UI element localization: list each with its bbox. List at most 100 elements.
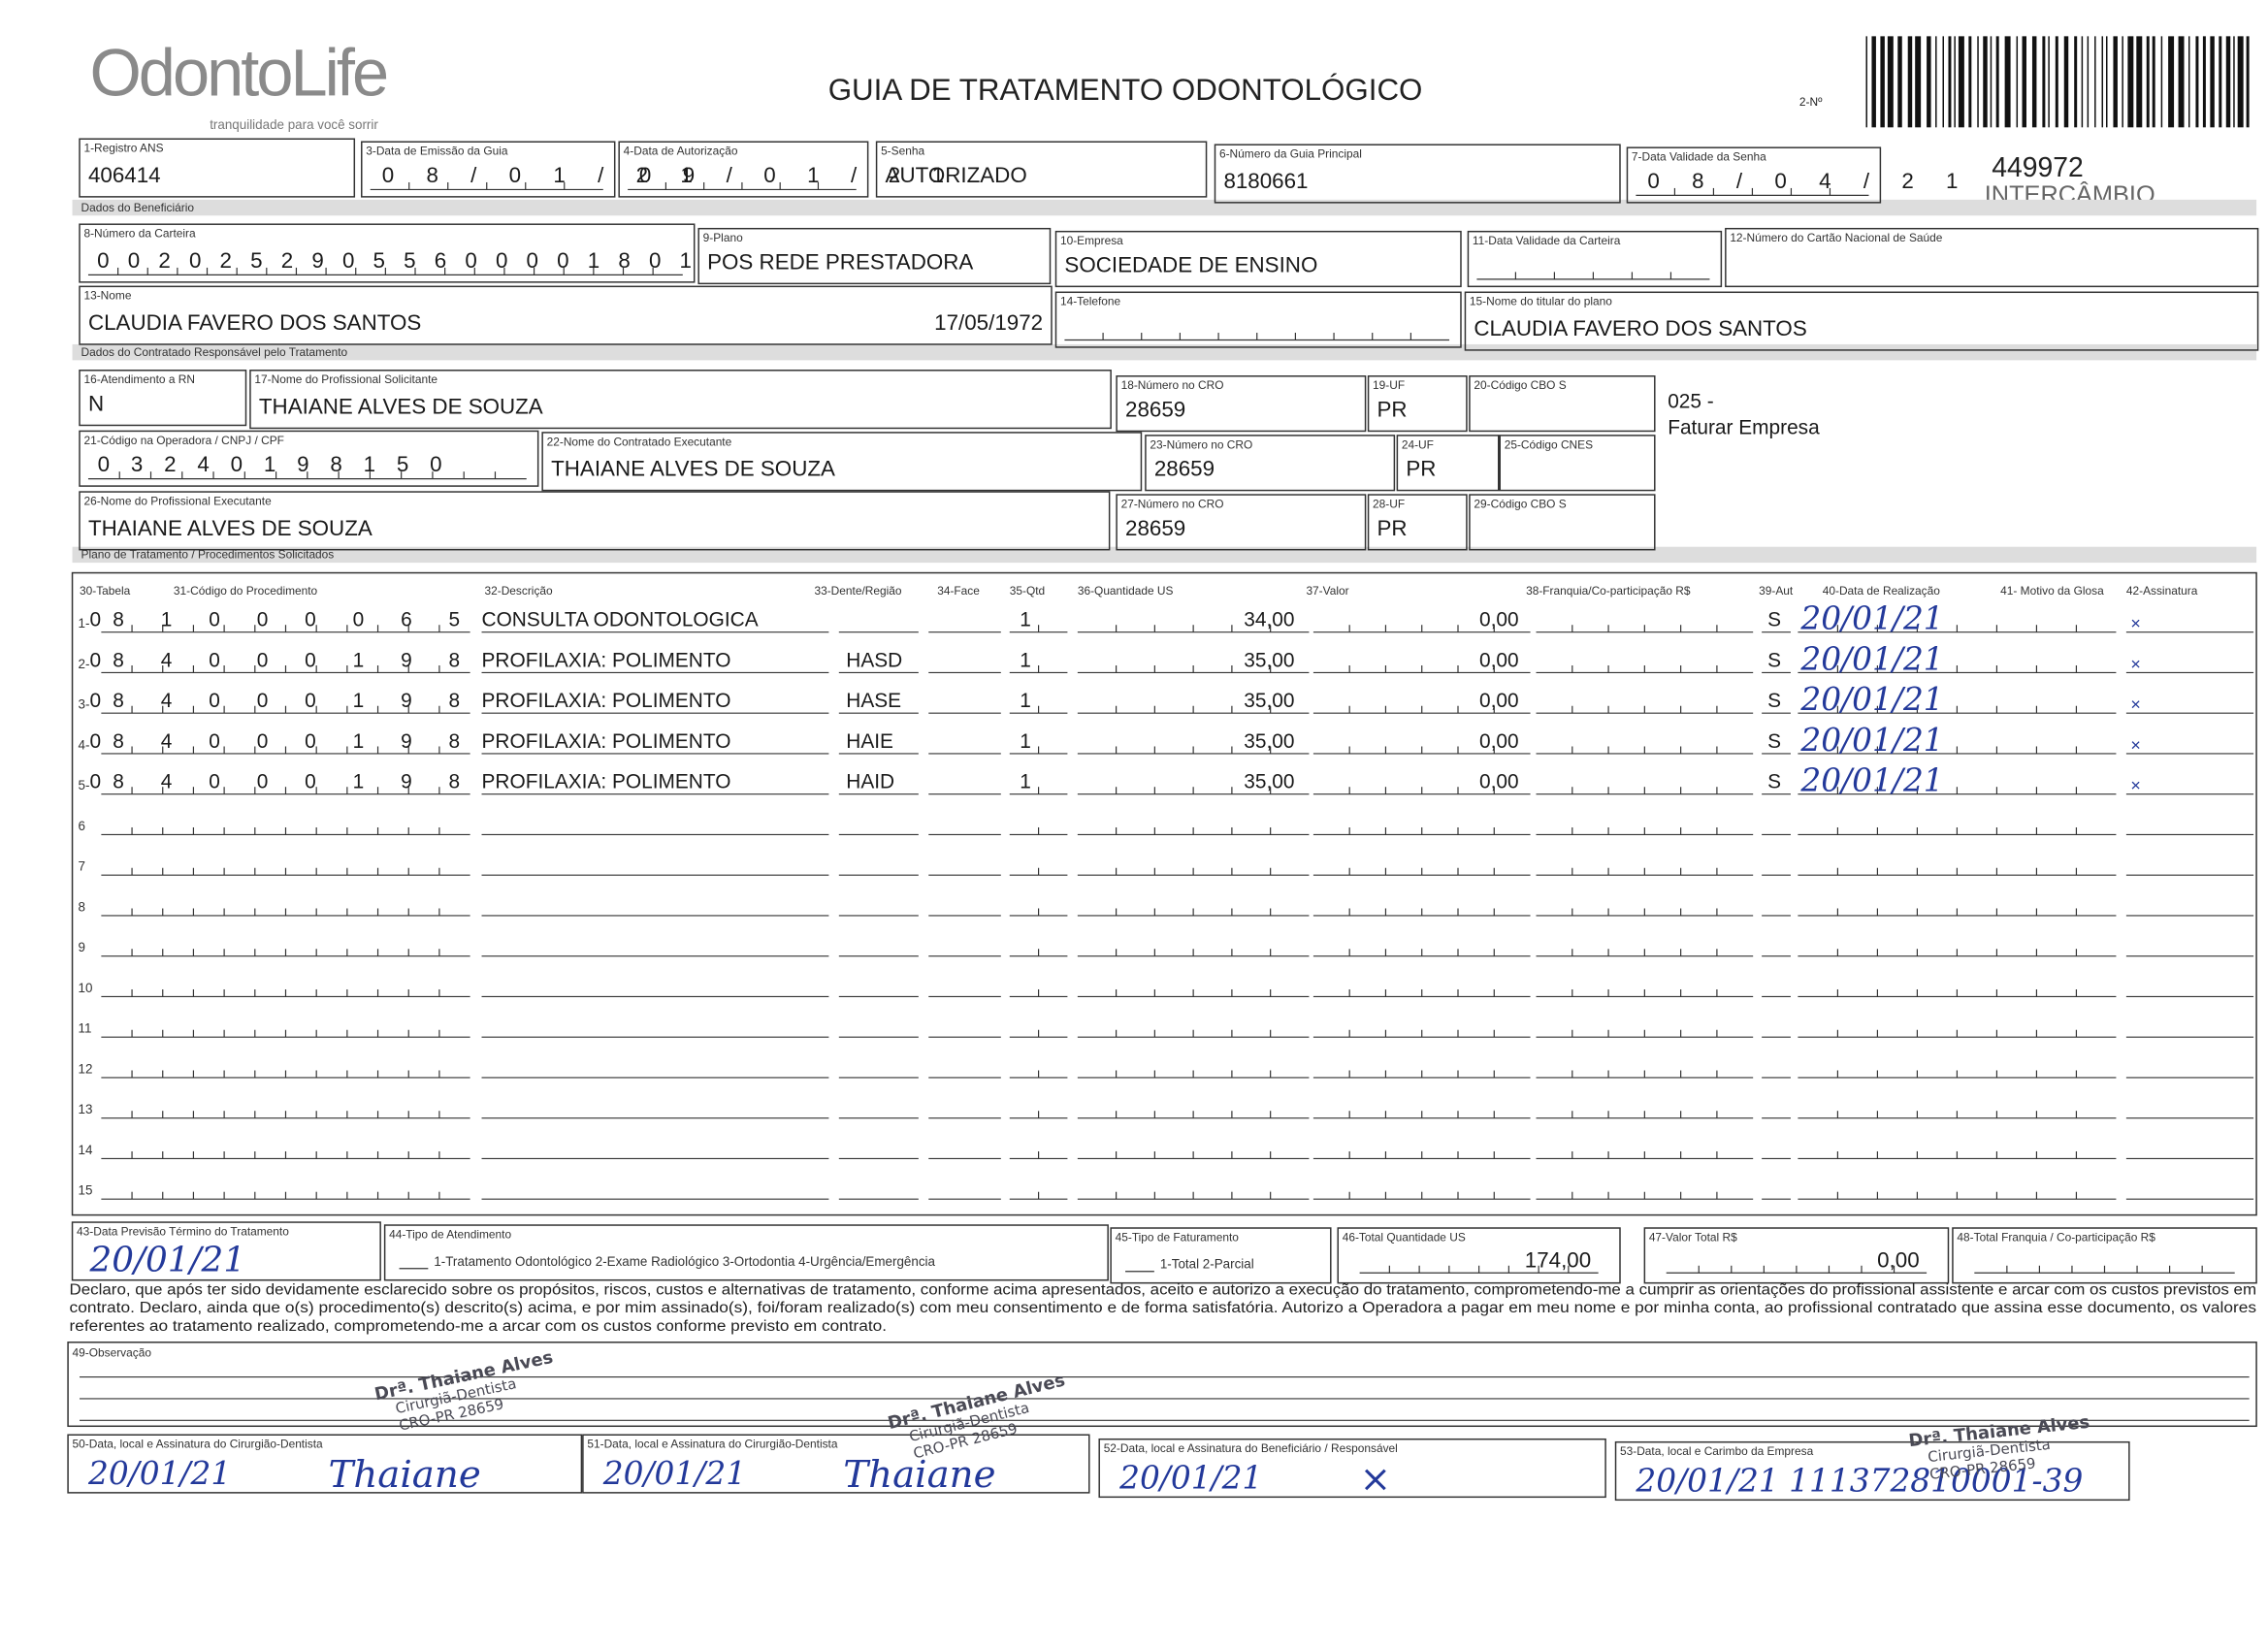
row-number: 8	[79, 899, 85, 914]
field-label: 16-Atendimento a RN	[83, 372, 194, 386]
field-value: CLAUDIA FAVERO DOS SANTOS	[88, 310, 421, 335]
bar-stripe	[2152, 36, 2155, 128]
signature-box	[582, 1434, 1090, 1494]
column-header: 38-Franquia/Co-participação R$	[1526, 584, 1691, 598]
total-box	[383, 1224, 1109, 1281]
bar-stripe	[2081, 36, 2084, 128]
bar-stripe	[1948, 36, 1952, 128]
signature-label: 50-Data, local e Assinatura do Cirurgião…	[73, 1438, 323, 1451]
cell-date: 20/01/21	[1799, 762, 1943, 799]
bar-stripe	[2031, 36, 2037, 128]
signature-date: 20/01/21	[1118, 1459, 1262, 1496]
bar-stripe	[2055, 36, 2058, 128]
field-box	[1467, 230, 1723, 288]
field-label: 22-Nome do Contratado Executante	[547, 435, 732, 448]
bar-stripe	[1977, 36, 1979, 128]
bar-stripe	[2246, 36, 2250, 128]
cell-table: 0	[89, 609, 101, 631]
cell-signature: ×	[2130, 776, 2140, 795]
column-header: 36-Quantidade US	[1078, 584, 1174, 598]
section-title: Dados do Beneficiário	[81, 201, 194, 214]
column-header: 31-Código do Procedimento	[174, 584, 318, 598]
cell-description: PROFILAXIA: POLIMENTO	[482, 690, 731, 712]
field-box	[541, 432, 1143, 492]
field-box	[79, 370, 247, 427]
cell-signature: ×	[2130, 654, 2140, 673]
field-label: 7-Data Validade da Senha	[1632, 150, 1766, 164]
bar-stripe	[2160, 36, 2163, 128]
field-label: 24-UF	[1402, 437, 1434, 451]
bar-stripe	[1871, 36, 1876, 128]
cell-us: 35,00	[1244, 690, 1294, 712]
tagline: tranquilidade para você sorrir	[210, 117, 378, 132]
section-title: Dados do Contratado Responsável pelo Tra…	[81, 345, 347, 359]
field-box	[1116, 375, 1367, 433]
field-label: 6-Número da Guia Principal	[1219, 147, 1362, 161]
field-value: THAIANE ALVES DE SOUZA	[259, 395, 543, 419]
bar-stripe	[1907, 36, 1913, 128]
cell-value: 0,00	[1479, 771, 1519, 793]
cell-table: 0	[89, 730, 101, 753]
row-number: 11	[79, 1021, 92, 1036]
cell-description: CONSULTA ODONTOLOGICA	[482, 609, 759, 631]
cell-date: 20/01/21	[1799, 722, 1943, 759]
column-header: 34-Face	[937, 584, 980, 598]
row-number: 4-	[79, 737, 90, 752]
field-box	[1469, 375, 1656, 433]
field-value: 28659	[1125, 516, 1185, 540]
bar-stripe	[2063, 36, 2069, 128]
field-label: 14-Telefone	[1060, 295, 1121, 308]
field-value: 28659	[1125, 398, 1185, 422]
bar-stripe	[2042, 36, 2046, 128]
field-value: N	[88, 392, 104, 416]
total-box	[1643, 1227, 1950, 1284]
signature-box	[1614, 1440, 2130, 1502]
cell-description: PROFILAXIA: POLIMENTO	[482, 730, 731, 753]
field-value: PR	[1377, 516, 1407, 540]
field-box	[875, 141, 1208, 198]
field-label: 21-Código na Operadora / CNPJ / CPF	[83, 434, 283, 447]
cell-signature: ×	[2130, 614, 2140, 633]
declaration-line: Declaro, que após ter sido devidamente e…	[70, 1282, 2256, 1299]
row-number: 6	[79, 819, 85, 833]
column-header: 32-Descrição	[485, 584, 554, 598]
row-number: 12	[79, 1061, 93, 1076]
bar-stripe	[2136, 36, 2143, 128]
row-number: 10	[79, 981, 93, 995]
field-box	[1367, 375, 1468, 433]
row-number: 3-	[79, 697, 90, 712]
field-box	[1116, 494, 1367, 551]
bar-stripe	[1880, 36, 1885, 128]
declaration-line: referentes ao tratamento realizado, comp…	[70, 1318, 887, 1335]
column-header: 35-Qtd	[1010, 584, 1045, 598]
signature-box	[67, 1434, 583, 1494]
field-value: THAIANE ALVES DE SOUZA	[88, 516, 373, 540]
bar-stripe	[2187, 36, 2190, 128]
signature-mark: Thaiane	[328, 1453, 480, 1497]
field-label: 5-Senha	[881, 145, 924, 158]
field-box	[1367, 494, 1468, 551]
field-box	[79, 138, 356, 198]
cell-date: 20/01/21	[1799, 600, 1943, 637]
cell-tooth: HASD	[846, 649, 902, 671]
field-box	[1396, 435, 1500, 492]
bar-stripe	[2225, 36, 2231, 128]
bar-stripe	[2237, 36, 2244, 128]
field-label: 10-Empresa	[1060, 234, 1123, 247]
field-label: 17-Nome do Profissional Solicitante	[254, 372, 437, 386]
cell-qty: 1	[1020, 771, 1031, 793]
bar-stripe	[2202, 36, 2206, 128]
total-label: 47-Valor Total R$	[1649, 1230, 1737, 1244]
cell-tooth: HAID	[846, 771, 894, 793]
field-label: 26-Nome do Profissional Executante	[83, 494, 272, 507]
bar-stripe	[2233, 36, 2235, 128]
signature-mark: ×	[1360, 1457, 1391, 1501]
cell-us: 35,00	[1244, 730, 1294, 753]
cell-tooth: HASE	[846, 690, 901, 712]
field-label: 8-Número da Carteira	[83, 227, 196, 241]
field-box	[1214, 144, 1621, 204]
total-options: 1-Tratamento Odontológico 2-Exame Radiol…	[434, 1254, 935, 1269]
bar-stripe	[1958, 36, 1964, 128]
row-number: 5-	[79, 778, 90, 792]
